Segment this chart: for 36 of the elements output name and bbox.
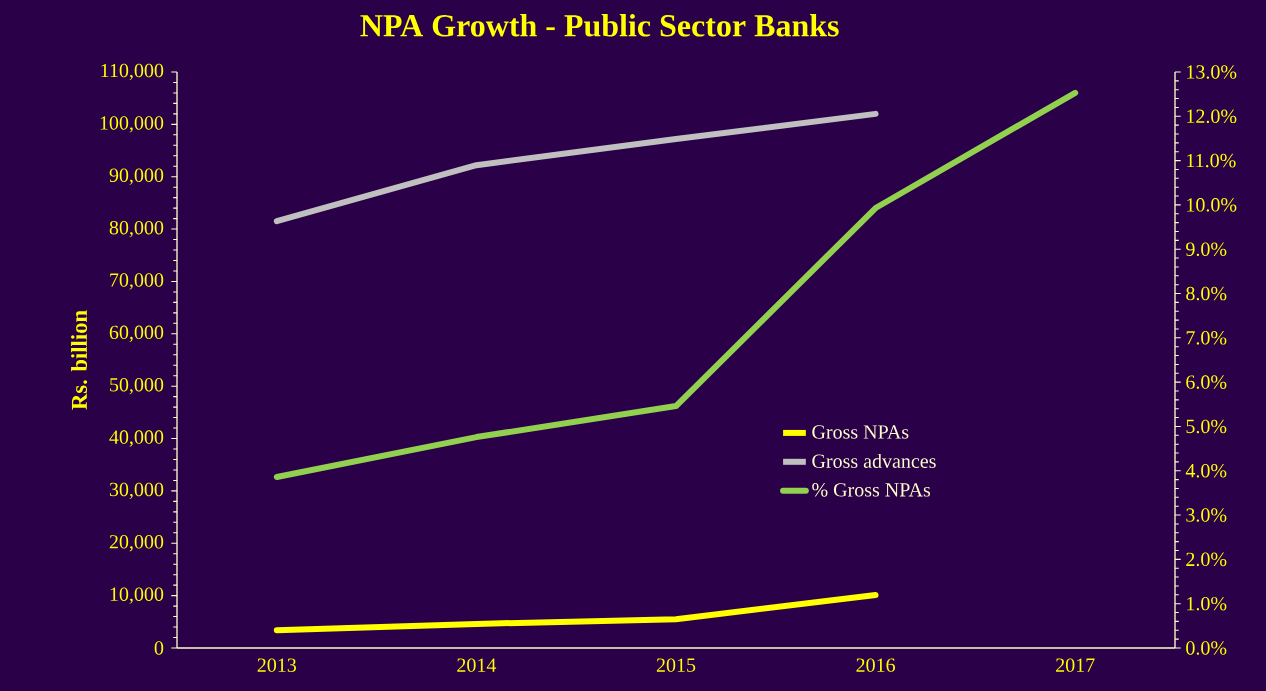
y2-tick-label: 2.0% bbox=[1186, 552, 1227, 567]
legend-label: % Gross NPAs bbox=[812, 483, 931, 497]
legend-label: Gross advances bbox=[812, 453, 936, 468]
y-axis-title: Rs. billion bbox=[71, 310, 88, 410]
y2-tick-label: 0.0% bbox=[1186, 641, 1227, 655]
x-tick-label: 2014 bbox=[457, 658, 497, 672]
y2-tick-label: 7.0% bbox=[1186, 331, 1227, 345]
y2-tick-label: 5.0% bbox=[1186, 419, 1227, 434]
y-tick-label: 40,000 bbox=[109, 430, 164, 447]
y-tick-label: 110,000 bbox=[101, 63, 164, 81]
y-tick-label: 60,000 bbox=[109, 325, 164, 342]
y-tick-label: 80,000 bbox=[109, 220, 164, 238]
y-tick-label: 70,000 bbox=[110, 273, 164, 290]
x-tick-label: 2016 bbox=[856, 658, 896, 672]
y2-tick-label: 12.0% bbox=[1187, 109, 1237, 124]
y2-tick-label: 4.0% bbox=[1185, 463, 1227, 478]
y2-tick-label: 6.0% bbox=[1186, 375, 1227, 389]
y-tick-label: 90,000 bbox=[109, 168, 164, 185]
legend-label: Gross NPAs bbox=[812, 425, 909, 439]
y-tick-label: 0 bbox=[154, 641, 164, 655]
y-tick-label: 100,000 bbox=[100, 116, 164, 133]
x-tick-label: 2013 bbox=[257, 658, 297, 672]
y2-tick-label: 11.0% bbox=[1187, 153, 1236, 168]
y-tick-label: 50,000 bbox=[110, 377, 164, 395]
y2-tick-label: 1.0% bbox=[1187, 596, 1227, 611]
y-tick-label: 20,000 bbox=[109, 535, 164, 552]
y-tick-label: 30,000 bbox=[109, 482, 164, 500]
x-tick-label: 2017 bbox=[1056, 658, 1095, 672]
chart-title: NPA Growth - Public Sector Banks bbox=[360, 14, 839, 37]
y2-tick-label: 8.0% bbox=[1186, 286, 1227, 301]
y2-tick-label: 13.0% bbox=[1187, 65, 1237, 79]
y2-tick-label: 9.0% bbox=[1186, 242, 1227, 257]
y2-tick-label: 10.0% bbox=[1187, 198, 1237, 212]
y2-tick-label: 3.0% bbox=[1186, 508, 1227, 522]
y-tick-label: 10,000 bbox=[110, 587, 164, 604]
x-tick-label: 2015 bbox=[656, 658, 696, 672]
